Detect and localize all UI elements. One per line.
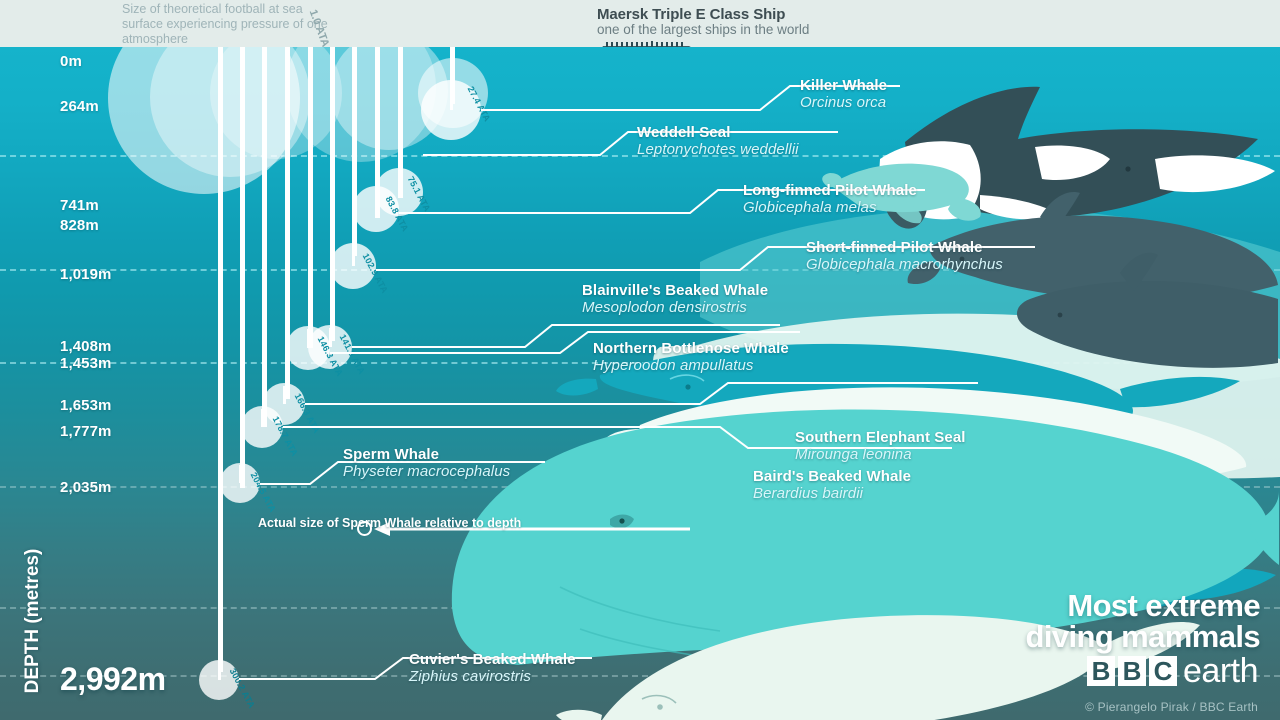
dropline-long-finned	[375, 47, 380, 218]
gridline	[0, 155, 1280, 157]
pressure-sphere-sperm-whale	[220, 463, 260, 503]
long-finned-pilot-whale-illustration	[907, 192, 1278, 301]
dropline-killer-whale	[450, 47, 455, 104]
depth-label-1408: 1,408m	[60, 338, 112, 355]
actual-size-note: Actual size of Sperm Whale relative to d…	[258, 516, 522, 530]
pressure-sphere-surface	[150, 47, 310, 177]
ship-callout: Maersk Triple E Class Ship one of the la…	[597, 6, 809, 37]
dropline-sperm	[240, 47, 245, 488]
dropline-bottlenose	[308, 47, 313, 348]
species-label-short-finned-pilot-whale: Short-finned Pilot Whale Globicephala ma…	[806, 239, 1003, 273]
ship-title: Maersk Triple E Class Ship	[597, 6, 786, 23]
species-common-name: Northern Bottlenose Whale	[593, 340, 789, 357]
species-label-sperm-whale: Sperm Whale Physeter macrocephalus	[343, 446, 510, 480]
dropline-cuviers	[218, 47, 223, 672]
orca-illustration	[878, 86, 1275, 229]
bbc-logo-word-earth: earth	[1183, 652, 1259, 690]
species-label-long-finned-pilot-whale: Long-finned Pilot Whale Globicephala mel…	[743, 182, 917, 216]
species-common-name: Southern Elephant Seal	[795, 429, 966, 446]
pressure-sphere-cuviers	[199, 660, 239, 700]
species-label-weddell-seal: Weddell Seal Leptonychotes weddellii	[637, 124, 799, 158]
species-label-blainvilles-beaked-whale: Blainville's Beaked Whale Mesoplodon den…	[582, 282, 768, 316]
dropline-bairds	[262, 47, 267, 427]
species-scientific-name: Leptonychotes weddellii	[637, 141, 799, 158]
depth-label-828: 828m	[60, 217, 99, 234]
species-scientific-name: Physeter macrocephalus	[343, 463, 511, 480]
dropline-blainvilles	[330, 47, 335, 341]
species-common-name: Long-finned Pilot Whale	[743, 182, 917, 199]
dropline-short-finned	[352, 47, 357, 256]
depth-label-264: 264m	[60, 98, 99, 115]
copyright-credit: © Pierangelo Pirak / BBC Earth	[1085, 700, 1258, 714]
sky-band	[0, 0, 1280, 47]
depth-label-1777: 1,777m	[60, 423, 112, 440]
species-common-name: Short-finned Pilot Whale	[806, 239, 983, 256]
page-title-line2: diving mammals	[1025, 619, 1260, 654]
species-label-southern-elephant-seal: Southern Elephant Seal Mirounga leonina	[795, 429, 966, 463]
species-common-name: Weddell Seal	[637, 124, 731, 141]
species-scientific-name: Berardius bairdii	[753, 485, 864, 502]
species-scientific-name: Mesoplodon densirostris	[582, 299, 747, 316]
species-scientific-name: Orcinus orca	[800, 94, 887, 111]
species-common-name: Killer Whale	[800, 77, 888, 94]
species-common-name: Cuvier's Beaked Whale	[409, 651, 576, 668]
species-scientific-name: Globicephala macrorhynchus	[806, 256, 1003, 273]
ship-subtitle: one of the largest ships in the world	[597, 22, 810, 37]
dropline-elephant-seal	[285, 47, 290, 399]
bbc-earth-logo: B B C earth	[1087, 652, 1259, 690]
actual-size-dot-icon	[357, 521, 372, 536]
depth-label-1453: 1,453m	[60, 355, 112, 372]
species-common-name: Baird's Beaked Whale	[753, 468, 912, 485]
sea-gradient	[0, 47, 1280, 720]
sperm-whale-illustration	[451, 409, 1279, 665]
depth-label-0: 0m	[60, 53, 82, 70]
pressure-sphere-surface	[108, 47, 300, 194]
gridline	[0, 362, 1280, 364]
depth-axis-title: DEPTH (metres)	[22, 548, 43, 694]
bbc-logo-letter-c: C	[1149, 656, 1177, 686]
football-pressure-note: Size of theoretical football at sea surf…	[122, 2, 328, 46]
short-finned-pilot-whale-illustration	[1016, 252, 1278, 368]
pressure-sphere-killer-whale	[421, 80, 481, 140]
bbc-logo-letter-b1: B	[1087, 656, 1115, 686]
depth-label-max: 2,992m	[60, 661, 166, 697]
species-scientific-name: Hyperoodon ampullatus	[593, 357, 754, 374]
species-label-northern-bottlenose-whale: Northern Bottlenose Whale Hyperoodon amp…	[593, 340, 789, 374]
bbc-logo-letter-b2: B	[1118, 656, 1146, 686]
species-scientific-name: Globicephala melas	[743, 199, 877, 216]
species-scientific-name: Mirounga leonina	[795, 446, 912, 463]
species-scientific-name: Ziphius cavirostris	[409, 668, 531, 685]
species-label-cuviers-beaked-whale: Cuvier's Beaked Whale Ziphius cavirostri…	[409, 651, 576, 685]
depth-label-1019: 1,019m	[60, 266, 112, 283]
species-common-name: Sperm Whale	[343, 446, 440, 463]
pressure-sphere-bairds	[241, 406, 283, 448]
pressure-sphere-bottlenose	[286, 326, 330, 370]
depth-label-1653: 1,653m	[60, 397, 112, 414]
species-label-bairds-beaked-whale: Baird's Beaked Whale Berardius bairdii	[753, 468, 911, 502]
gridline	[0, 675, 1280, 677]
dropline-weddell	[398, 47, 403, 198]
depth-label-2035: 2,035m	[60, 479, 112, 496]
pressure-sphere-surface	[210, 47, 342, 159]
depth-label-741: 741m	[60, 197, 99, 214]
species-label-killer-whale: Killer Whale Orcinus orca	[800, 77, 887, 111]
species-common-name: Blainville's Beaked Whale	[582, 282, 769, 299]
page-title: Most extreme diving mammals	[1025, 590, 1260, 652]
pressure-sphere-long-finned	[353, 186, 399, 232]
page-title-line1: Most extreme	[1067, 588, 1260, 623]
pressure-sphere-short-finned	[330, 243, 376, 289]
